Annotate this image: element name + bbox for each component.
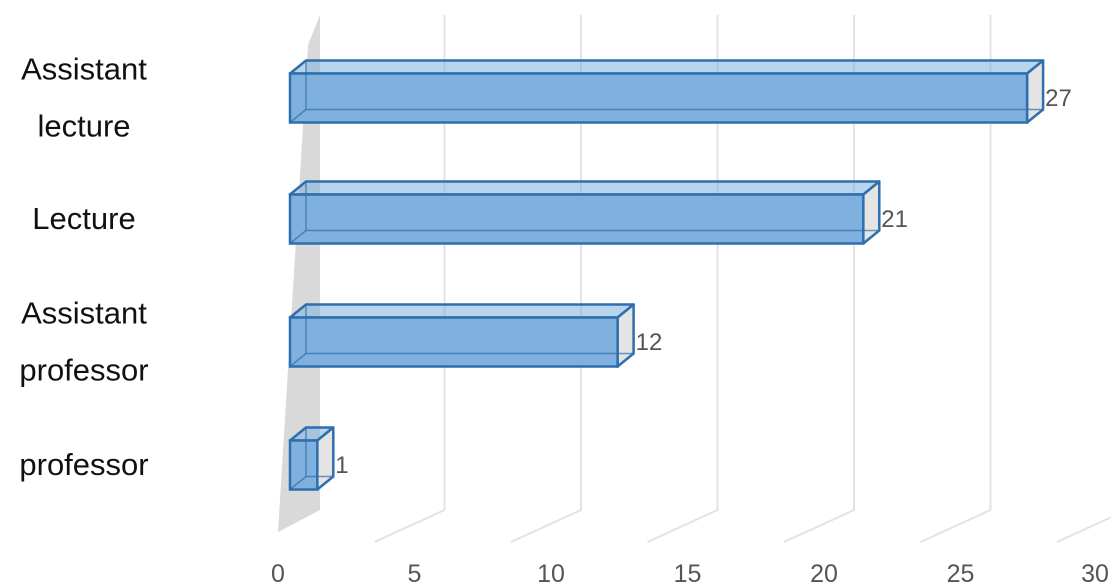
x-tick-label: 25	[947, 560, 975, 588]
data-label: 27	[1045, 85, 1072, 112]
data-label: 12	[636, 329, 663, 356]
category-label: professor	[19, 447, 148, 482]
bar	[290, 182, 879, 244]
x-tick-label: 0	[271, 560, 285, 588]
bar-top-face	[290, 61, 1043, 74]
category-label: lecture	[37, 109, 130, 144]
x-tick-label: 20	[810, 560, 838, 588]
bar	[290, 305, 634, 367]
bar-front-face	[290, 74, 1027, 123]
bar-top-face	[290, 182, 879, 195]
x-tick-label: 15	[674, 560, 702, 588]
x-tick-label: 10	[537, 560, 565, 588]
bar	[290, 428, 333, 490]
x-tick-label: 5	[408, 560, 422, 588]
data-label: 1	[335, 452, 348, 479]
x-tick-label: 30	[1081, 560, 1109, 588]
bar-top-face	[290, 305, 634, 318]
bar-front-face	[290, 195, 863, 244]
category-label: professor	[19, 353, 148, 388]
bar-front-face	[290, 441, 317, 490]
category-label: Assistant	[21, 52, 147, 87]
bar	[290, 61, 1043, 123]
category-label: Lecture	[32, 201, 135, 236]
bar-front-face	[290, 318, 618, 367]
data-label: 21	[881, 206, 908, 233]
category-label: Assistant	[21, 296, 147, 331]
